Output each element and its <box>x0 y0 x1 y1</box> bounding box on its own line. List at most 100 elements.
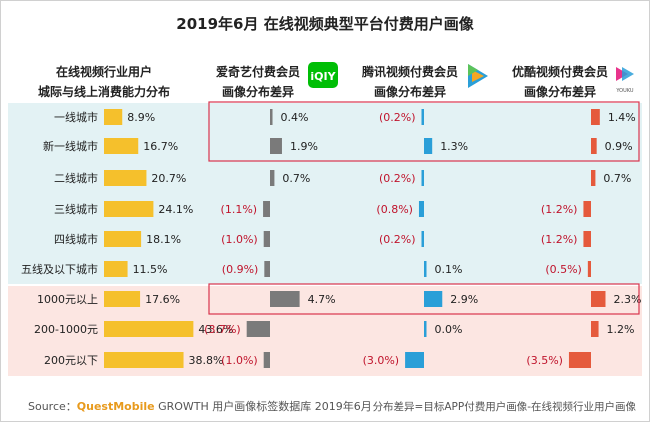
tencent-diff-bar <box>424 138 433 154</box>
iqiyi-diff-label: (1.0%) <box>221 354 258 367</box>
iqiyi-diff-bar <box>264 261 270 277</box>
industry-value-label: 11.5% <box>133 263 168 276</box>
youku-header-line2: 画像分布差异 <box>524 84 596 99</box>
youku-logo: YOUKU <box>615 67 634 94</box>
iqiyi-diff-bar <box>246 321 270 337</box>
youku-diff-bar <box>591 170 596 186</box>
iqiyi-diff-label: (0.9%) <box>222 263 259 276</box>
iqiyi-diff-bar <box>263 201 270 217</box>
iqiyi-diff-label: (1.1%) <box>221 203 258 216</box>
iqiyi-diff-label: 0.7% <box>282 172 310 185</box>
industry-value-label: 20.7% <box>151 172 186 185</box>
youku-diff-bar <box>591 321 599 337</box>
youku-diff-bar <box>583 201 591 217</box>
youku-diff-label: 0.7% <box>603 172 631 185</box>
category-label: 一线城市 <box>54 110 98 124</box>
industry-bar <box>104 170 147 186</box>
industry-header-line2: 城际与线上消费能力分布 <box>38 84 170 99</box>
tencent-header-line1: 腾讯视频付费会员 <box>361 64 458 79</box>
source-rest: GROWTH 用户画像标签数据库 2019年6月 <box>155 399 372 413</box>
tencent-diff-label: (0.2%) <box>379 172 416 185</box>
iqiyi-diff-label: 1.9% <box>290 140 318 153</box>
youku-diff-label: (1.2%) <box>541 203 578 216</box>
highlight-box <box>208 283 640 315</box>
youku-diff-bar <box>568 352 591 368</box>
youku-diff-bar <box>587 261 591 277</box>
industry-bar <box>104 231 142 247</box>
iqiyi-diff-bar <box>263 352 270 368</box>
industry-bar <box>104 109 123 125</box>
youku-header-line1: 优酷视频付费会员 <box>512 64 608 79</box>
tencent-diff-bar <box>424 321 427 337</box>
category-label: 三线城市 <box>54 202 98 216</box>
industry-bar <box>104 291 141 307</box>
iqiyi-logo: iQIY <box>308 62 338 88</box>
tencent-diff-label: (0.8%) <box>376 203 413 216</box>
iqiyi-header-line2: 画像分布差异 <box>222 84 294 99</box>
industry-value-label: 24.1% <box>158 203 193 216</box>
tencent-diff-bar <box>424 291 443 307</box>
tencent-play-icon <box>468 64 488 88</box>
category-label: 二线城市 <box>54 171 98 185</box>
difference-note: 分布差异=目标APP付费用户画像-在线视频行业用户画像 <box>373 400 637 413</box>
industry-header-line1: 在线视频行业用户 <box>56 64 152 79</box>
iqiyi-diff-label: (3.7%) <box>204 323 241 336</box>
industry-value-label: 17.6% <box>145 293 180 306</box>
youku-diff-label: 1.4% <box>608 111 636 124</box>
tencent-diff-label: (0.2%) <box>379 111 416 124</box>
industry-value-label: 43.6% <box>198 323 233 336</box>
tencent-diff-label: (3.0%) <box>363 354 400 367</box>
iqiyi-diff-bar <box>270 170 275 186</box>
industry-value-label: 16.7% <box>143 140 178 153</box>
city-band <box>8 103 642 284</box>
highlight-boxes <box>208 101 640 315</box>
iqiyi-logo-text: iQIY <box>310 70 336 83</box>
category-label: 新一线城市 <box>43 139 98 153</box>
iqiyi-diff-bar <box>270 138 282 154</box>
tencent-diff-bar <box>421 109 424 125</box>
chart-title: 2019年6月 在线视频典型平台付费用户画像 <box>176 15 474 33</box>
source-prefix: Source： <box>28 400 77 413</box>
iqiyi-diff-label: (1.0%) <box>221 233 258 246</box>
industry-bar <box>104 321 194 337</box>
youku-diff-bar <box>583 231 591 247</box>
industry-bar <box>104 261 128 277</box>
tencent-diff-bar <box>424 261 427 277</box>
industry-value-label: 8.9% <box>127 111 155 124</box>
industry-value-label: 38.8% <box>189 354 224 367</box>
tencent-diff-label: 2.9% <box>450 293 478 306</box>
youku-diff-label: 2.3% <box>613 293 641 306</box>
source-note: Source：QuestMobile GROWTH 用户画像标签数据库 2019… <box>28 399 372 413</box>
youku-diff-label: 1.2% <box>607 323 635 336</box>
industry-bar <box>104 201 154 217</box>
highlight-box <box>208 101 640 162</box>
youku-diff-label: (3.5%) <box>526 354 563 367</box>
iqiyi-header-line1: 爱奇艺付费会员 <box>216 64 300 79</box>
iqiyi-diff-label: 0.4% <box>281 111 309 124</box>
category-label: 1000元以上 <box>37 293 98 306</box>
iqiyi-diff-bar <box>270 109 273 125</box>
industry-bar <box>104 138 139 154</box>
tencent-diff-label: 1.3% <box>440 140 468 153</box>
youku-diff-bar <box>591 291 606 307</box>
tencent-header-line2: 画像分布差异 <box>374 84 446 99</box>
iqiyi-diff-bar <box>270 291 300 307</box>
industry-bar <box>104 352 184 368</box>
tencent-diff-label: (0.2%) <box>379 233 416 246</box>
tencent-diff-bar <box>405 352 424 368</box>
chart-rows: 一线城市 8.9% 0.4% (0.2%) 1.4% 新一线城市 16.7% 1.9% 1.3%… <box>21 109 641 368</box>
youku-diff-label: (0.5%) <box>545 263 582 276</box>
category-label: 四线城市 <box>54 232 98 246</box>
iqiyi-diff-label: 4.7% <box>308 293 336 306</box>
tencent-diff-label: 0.1% <box>435 263 463 276</box>
youku-diff-bar <box>591 109 600 125</box>
youku-diff-bar <box>591 138 597 154</box>
category-label: 200元以下 <box>44 354 98 367</box>
tencent-diff-bar <box>421 170 424 186</box>
source-brand: QuestMobile <box>77 400 155 413</box>
iqiyi-diff-bar <box>263 231 270 247</box>
category-label: 五线及以下城市 <box>21 262 98 276</box>
industry-value-label: 18.1% <box>146 233 181 246</box>
tencent-diff-bar <box>421 231 424 247</box>
category-label: 200-1000元 <box>34 323 98 336</box>
